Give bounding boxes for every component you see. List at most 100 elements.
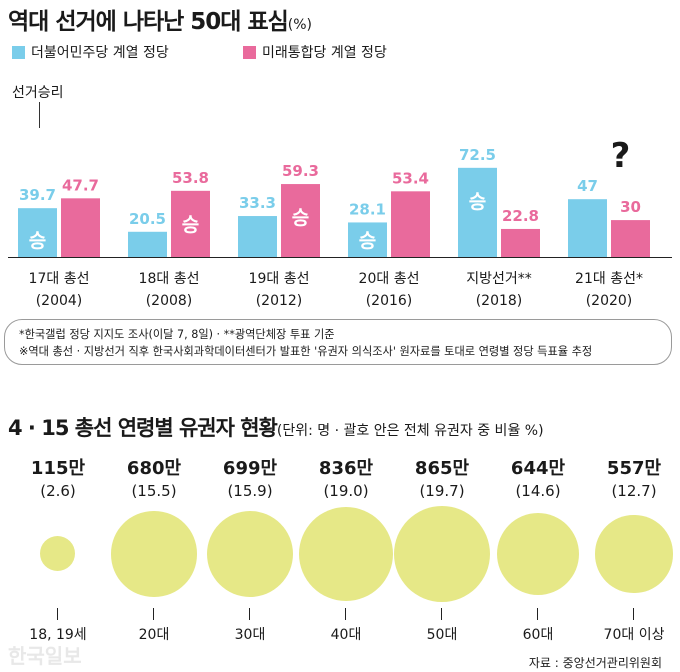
bar-dem (18, 208, 57, 257)
age-tick (57, 608, 58, 620)
age-tick (633, 608, 634, 620)
voter-count: 557만 (606, 458, 662, 479)
bar-ppp (61, 198, 100, 257)
age-label: 70대 이상 (603, 627, 665, 643)
legend-swatch-ppp (243, 45, 256, 59)
bar-dem (128, 231, 167, 257)
unknown-mark: ? (611, 136, 631, 176)
voter-bubble (111, 511, 197, 597)
age-label: 20대 (138, 627, 170, 643)
voter-group: 557만 (12.7) 70대 이상 (584, 458, 680, 643)
voter-bubble (298, 506, 394, 602)
source-note: 자료 : 중앙선거관리위원회 (528, 656, 662, 670)
voter-bubble (40, 536, 76, 572)
voter-share: (19.7) (419, 482, 465, 500)
data-label: 20.5 (129, 210, 166, 228)
category-label: 18대 총선 (139, 271, 200, 287)
category-label: 17대 총선 (29, 271, 90, 287)
voter-count: 680만 (126, 458, 182, 479)
age-label: 40대 (330, 627, 362, 643)
age-tick (153, 608, 154, 620)
bar-ppp (501, 228, 540, 257)
data-label: 72.5 (459, 146, 496, 164)
voter-group: 680만 (15.5) 20대 (104, 458, 204, 643)
voter-group: 865만 (19.7) 50대 (392, 458, 492, 643)
age-tick (249, 608, 250, 620)
voter-count: 644만 (510, 458, 566, 479)
category-year: (2020) (586, 293, 633, 309)
win-label-leader (39, 102, 40, 128)
voter-count: 865만 (414, 458, 470, 479)
legend-label-dem: 더불어민주당 계열 정당 (31, 45, 169, 61)
voter-count: 699만 (222, 458, 278, 479)
age-tick (537, 608, 538, 620)
bar-ppp (171, 190, 210, 257)
legend-item-dem: 더불어민주당 계열 정당 (12, 42, 169, 62)
data-label: 22.8 (502, 207, 539, 225)
category-label: 19대 총선 (249, 271, 310, 287)
age-label: 18, 19세 (29, 627, 87, 643)
note-line-2: ※역대 총선 · 지방선거 직후 한국사회과학데이터센터가 발표한 '유권자 의… (19, 345, 593, 358)
category-year: (2012) (256, 293, 303, 309)
data-label: 53.4 (392, 169, 429, 187)
legend-item-ppp: 미래통합당 계열 정당 (243, 42, 387, 62)
data-label: 30 (620, 198, 641, 216)
voter-bubble (595, 515, 673, 593)
category-year: (2018) (476, 293, 523, 309)
voters-title-text: 4 · 15 총선 연령별 유권자 현황 (8, 416, 278, 440)
voter-share: (2.6) (40, 482, 76, 500)
win-label: 선거승리 (12, 85, 64, 101)
voter-group: 699만 (15.9) 30대 (200, 458, 300, 643)
win-mark: 승 (292, 207, 309, 229)
data-label: 39.7 (19, 186, 56, 204)
data-label: 28.1 (349, 200, 386, 218)
bar-dem (348, 222, 387, 257)
age-tick (441, 608, 442, 620)
win-mark: 승 (359, 230, 376, 252)
age-label: 30대 (234, 627, 266, 643)
data-label: 59.3 (282, 162, 319, 180)
notes-box: *한국갤럽 정당 지지도 조사(이달 7, 8일) · **광역단체장 투표 기… (4, 319, 672, 365)
voters-title: 4 · 15 총선 연령별 유권자 현황(단위: 명 · 괄호 안은 전체 유권… (8, 412, 544, 442)
data-label: 53.8 (172, 169, 209, 187)
chart-title-unit: (%) (287, 17, 313, 33)
category-year: (2008) (146, 293, 193, 309)
voter-group: 836만 (19.0) 40대 (296, 458, 396, 643)
voter-share: (19.0) (323, 482, 369, 500)
bar-ppp (391, 191, 430, 257)
win-mark: 승 (182, 214, 199, 236)
category-label: 20대 총선 (359, 271, 420, 287)
bar-ppp (611, 220, 650, 257)
bar-chart: 39.7 승 47.7 17대 총선 (2004) 20.5 53.8 승 18대 총선 (200… (8, 136, 672, 309)
bar-dem (568, 199, 607, 257)
voter-bubble (206, 510, 294, 598)
category-label: 21대 총선* (575, 271, 643, 287)
data-label: 33.3 (239, 194, 276, 212)
win-mark: 승 (469, 191, 486, 213)
category-label: 지방선거** (466, 271, 532, 287)
chart-title-text: 역대 선거에 나타난 50대 표심 (8, 9, 289, 35)
bar-dem (238, 216, 277, 257)
data-label: 47 (577, 177, 598, 195)
data-label: 47.7 (62, 176, 99, 194)
voter-group: 115만 (2.6) 18, 19세 (8, 458, 108, 643)
voter-bubble (496, 512, 580, 596)
legend-label-ppp: 미래통합당 계열 정당 (262, 45, 387, 61)
voters-title-unit: (단위: 명 · 괄호 안은 전체 유권자 중 비율 %) (276, 423, 544, 439)
voter-count: 115만 (30, 458, 86, 479)
voter-share: (12.7) (611, 482, 657, 500)
voter-share: (15.9) (227, 482, 273, 500)
note-line-1: *한국갤럽 정당 지지도 조사(이달 7, 8일) · **광역단체장 투표 기… (19, 328, 335, 341)
age-tick (345, 608, 346, 620)
voter-share: (14.6) (515, 482, 561, 500)
age-label: 60대 (522, 627, 554, 643)
voter-share: (15.5) (131, 482, 177, 500)
category-year: (2016) (366, 293, 413, 309)
watermark-logo: 한국일보 (8, 644, 82, 668)
voter-count: 836만 (318, 458, 374, 479)
legend-swatch-dem (12, 45, 25, 59)
voter-bubble (394, 506, 490, 602)
voter-group: 644만 (14.6) 60대 (488, 458, 588, 643)
age-label: 50대 (426, 627, 458, 643)
bar-dem (458, 167, 497, 257)
